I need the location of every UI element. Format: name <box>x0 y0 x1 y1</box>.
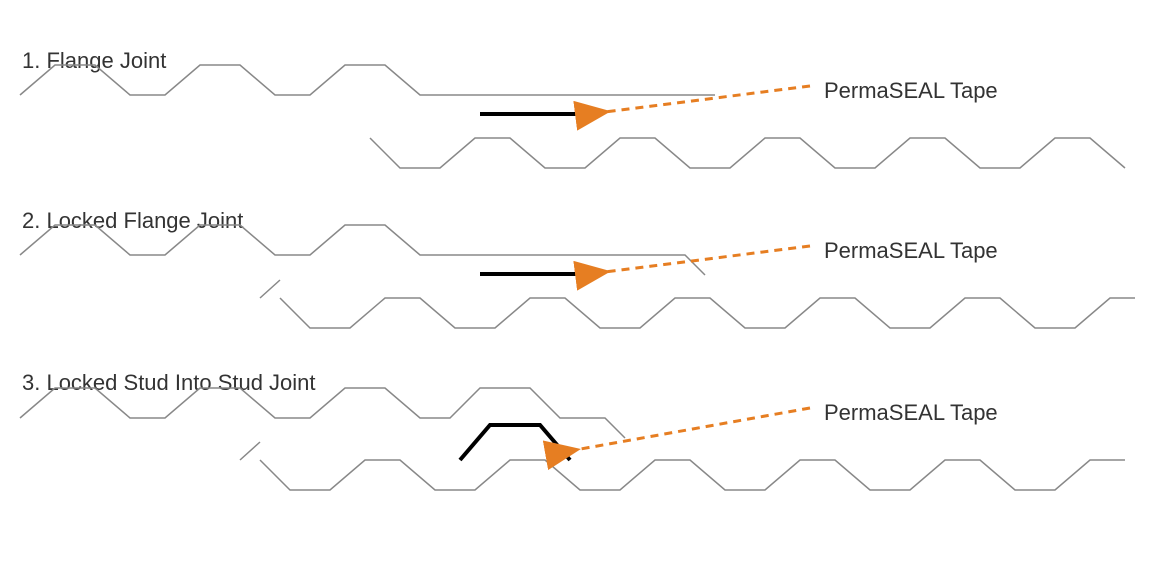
section-2-arrow <box>605 246 810 272</box>
section-3-upper-profile <box>20 388 625 438</box>
section-1-upper-profile <box>20 65 715 95</box>
diagram-container: 1. Flange Joint PermaSEAL Tape 2. Locked… <box>0 0 1152 576</box>
section-1-lower-profile <box>370 138 1125 168</box>
section-3-tape <box>460 425 570 460</box>
section-3-arrow <box>575 408 810 450</box>
diagram-svg <box>0 0 1152 576</box>
section-2-upper-profile <box>20 225 705 275</box>
section-2-lower-profile <box>260 280 1135 328</box>
section-3-lower-profile <box>240 425 1125 490</box>
section-1-arrow <box>605 86 810 112</box>
